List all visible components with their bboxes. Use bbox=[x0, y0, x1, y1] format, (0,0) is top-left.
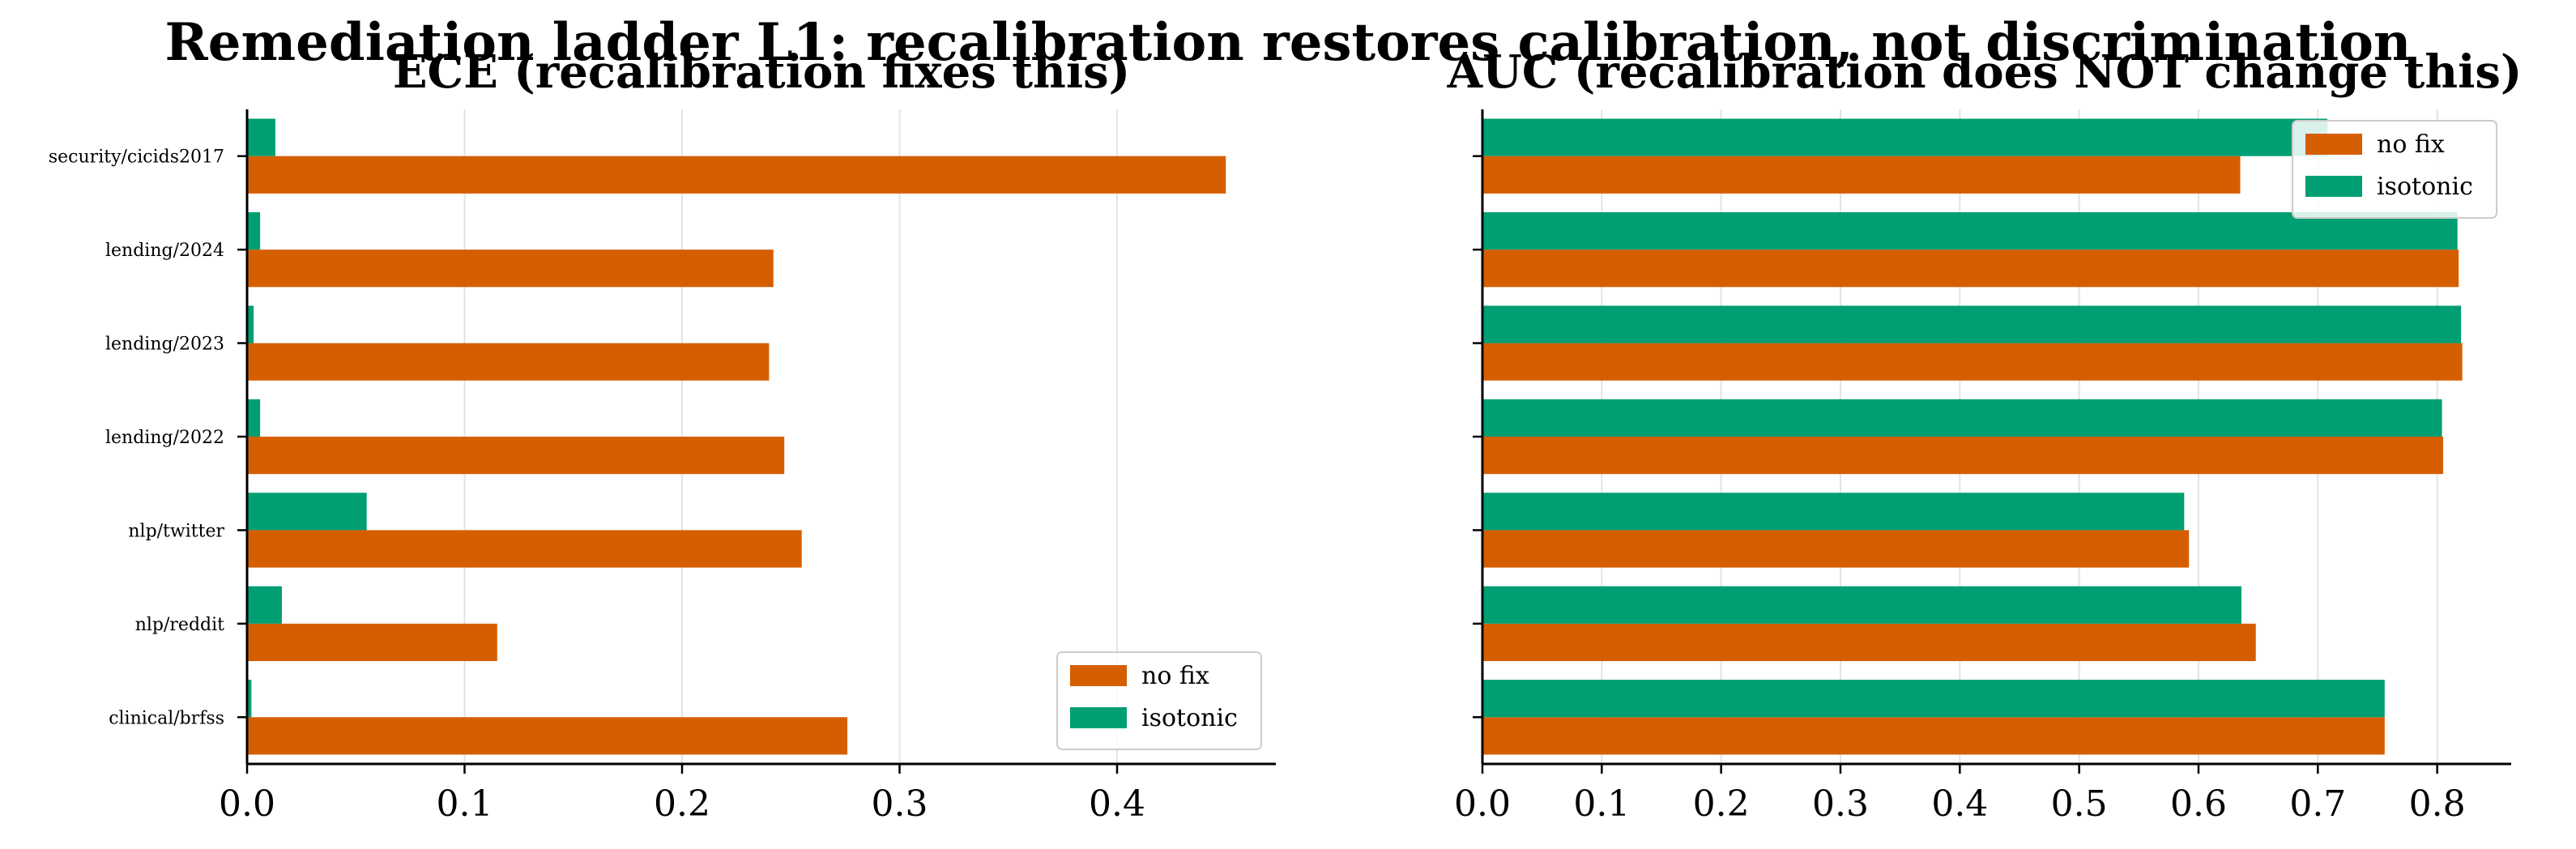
x-tick-label: 0.2 bbox=[1693, 783, 1750, 825]
bar-isotonic-lending-2023 bbox=[1482, 305, 2462, 343]
ece-panel-title: ECE (recalibration fixes this) bbox=[393, 45, 1130, 99]
legend-swatch-isotonic bbox=[2305, 176, 2362, 197]
y-tick-label: security/cicids2017 bbox=[49, 147, 224, 168]
x-tick-label: 0.1 bbox=[437, 783, 493, 825]
legend: no fix isotonic bbox=[2292, 120, 2497, 219]
figure-title: Remediation ladder L1: recalibration res… bbox=[165, 12, 2412, 73]
x-tick-label: 0.3 bbox=[1812, 783, 1869, 825]
x-tick-label: 0.3 bbox=[872, 783, 928, 825]
x-tick-label: 0.8 bbox=[2409, 783, 2466, 825]
bar-no-fix-nlp-reddit bbox=[247, 623, 497, 662]
bar-isotonic-lending-2022 bbox=[247, 399, 261, 437]
bar-isotonic-nlp-twitter bbox=[1482, 493, 2185, 531]
bar-isotonic-security-cicids2017 bbox=[247, 118, 275, 156]
x-tick-label: 0.0 bbox=[1454, 783, 1511, 825]
y-tick-label: clinical/brfss bbox=[109, 708, 224, 728]
bar-no-fix-clinical-brfss bbox=[1482, 717, 2385, 755]
bar-isotonic-lending-2024 bbox=[1482, 211, 2458, 250]
x-tick-label: 0.5 bbox=[2051, 783, 2108, 825]
bar-isotonic-clinical-brfss bbox=[247, 680, 252, 718]
y-tick-label: nlp/twitter bbox=[128, 521, 224, 541]
bar-no-fix-lending-2023 bbox=[247, 343, 770, 381]
y-tick-label: lending/2024 bbox=[105, 241, 224, 261]
legend-label-isotonic: isotonic bbox=[2377, 173, 2473, 201]
bar-no-fix-nlp-twitter bbox=[1482, 530, 2190, 568]
legend-label-isotonic: isotonic bbox=[1141, 704, 1238, 732]
bar-no-fix-lending-2022 bbox=[247, 437, 785, 475]
ece-panel: security/cicids2017 lending/2024 lending/2… bbox=[49, 109, 1276, 825]
x-tick-label: 0.6 bbox=[2170, 783, 2227, 825]
bar-no-fix-lending-2022 bbox=[1482, 437, 2444, 475]
bar-isotonic-lending-2023 bbox=[247, 305, 254, 343]
x-tick-label: 0.4 bbox=[1931, 783, 1988, 825]
bar-no-fix-nlp-twitter bbox=[247, 530, 802, 568]
bar-isotonic-security-cicids2017 bbox=[1482, 118, 2328, 156]
bar-isotonic-nlp-reddit bbox=[1482, 586, 2242, 624]
legend-label-no-fix: no fix bbox=[2377, 130, 2445, 159]
x-tick-label: 0.7 bbox=[2289, 783, 2346, 825]
legend-swatch-no-fix bbox=[2305, 134, 2362, 155]
x-tick-label: 0.4 bbox=[1089, 783, 1145, 825]
bar-isotonic-lending-2022 bbox=[1482, 399, 2442, 437]
legend-label-no-fix: no fix bbox=[1141, 662, 1209, 690]
bar-no-fix-lending-2024 bbox=[1482, 250, 2459, 288]
bar-isotonic-clinical-brfss bbox=[1482, 680, 2385, 718]
bar-no-fix-lending-2024 bbox=[247, 250, 774, 288]
auc-panel-title: AUC (recalibration does NOT change this) bbox=[1447, 45, 2523, 99]
x-tick-label: 0.2 bbox=[654, 783, 710, 825]
bar-no-fix-security-cicids2017 bbox=[247, 156, 1226, 194]
legend-swatch-no-fix bbox=[1070, 665, 1127, 686]
bar-no-fix-lending-2023 bbox=[1482, 343, 2463, 381]
x-tick-label: 0.1 bbox=[1573, 783, 1630, 825]
bar-no-fix-nlp-reddit bbox=[1482, 623, 2256, 662]
bar-isotonic-lending-2024 bbox=[247, 211, 261, 250]
bar-no-fix-clinical-brfss bbox=[247, 717, 848, 755]
x-tick-label: 0.0 bbox=[219, 783, 275, 825]
y-tick-label: nlp/reddit bbox=[135, 615, 224, 635]
legend-swatch-isotonic bbox=[1070, 707, 1127, 728]
bar-no-fix-security-cicids2017 bbox=[1482, 156, 2241, 194]
auc-panel: 0.0 0.1 0.2 0.3 0.4 0.5 0.6 0.7 0.8 no fix isotoni… bbox=[1454, 109, 2511, 825]
y-tick-label: lending/2022 bbox=[105, 428, 224, 448]
legend: no fix isotonic bbox=[1056, 651, 1262, 750]
bar-isotonic-nlp-twitter bbox=[247, 493, 367, 531]
bar-isotonic-nlp-reddit bbox=[247, 586, 282, 624]
y-tick-label: lending/2023 bbox=[105, 335, 224, 355]
